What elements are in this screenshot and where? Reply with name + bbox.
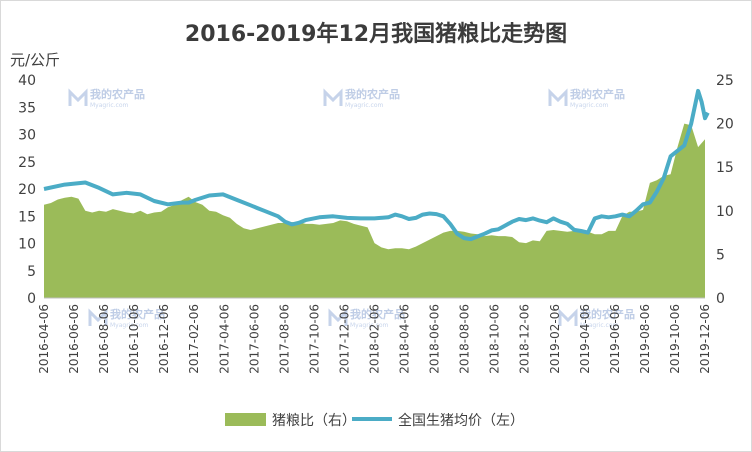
chart-title: 2016-2019年12月我国猪粮比走势图 [184,22,568,47]
right-axis-tick: 10 [716,204,734,220]
left-axis-tick: 35 [18,100,36,116]
watermark-logo-icon [323,88,343,106]
legend-label-line: 全国生猪均价（左） [398,412,524,429]
left-axis-tick: 40 [18,73,36,89]
watermark-logo-icon [558,308,578,326]
x-axis-tick: 2017-06-06 [247,304,261,374]
x-axis-tick: 2018-04-06 [398,304,412,374]
left-axis-tick: 10 [18,237,36,253]
watermark-text: 我的农产品 [580,307,635,321]
x-axis-tick: 2016-10-06 [127,304,141,374]
left-axis-tick: 25 [18,155,36,171]
watermarks: 我的农产品Myagric.com我的农产品Myagric.com我的农产品Mya… [68,87,635,329]
x-axis-tick: 2018-08-06 [458,304,472,374]
watermark-text: 我的农产品 [570,87,625,101]
x-axis-tick: 2018-12-06 [518,304,532,374]
x-axis-tick: 2016-06-06 [67,304,81,374]
watermark-logo-icon [88,308,108,326]
right-axis-tick: 20 [716,117,734,133]
x-axis-tick: 2019-12-06 [698,304,712,374]
legend: 猪粮比（右） 全国生猪均价（左） [225,412,524,429]
watermark-sub: Myagric.com [350,322,389,329]
watermark-text: 我的农产品 [345,87,400,101]
watermark-logo-icon [68,88,88,106]
area-series-pig-grain-ratio [44,123,705,298]
legend-label-area: 猪粮比（右） [272,413,356,429]
right-axis-tick: 5 [716,247,725,263]
x-axis-tick: 2019-02-06 [548,304,562,374]
x-axis-tick: 2018-06-06 [428,304,442,374]
right-axis-tick: 15 [716,160,734,176]
watermark-sub: Myagric.com [570,102,609,109]
left-axis-tick: 0 [27,291,36,307]
left-axis-unit: 元/公斤 [10,51,61,69]
watermark-logo-icon [328,308,348,326]
line-layer [43,88,710,242]
axis-layer: 0 5 10 15 20 25 30 35 40 0 5 10 15 20 25 2016-04-06 2016… [18,73,734,374]
x-axis-tick: 2019-08-06 [638,304,652,374]
x-axis-tick: 2016-12-06 [157,304,171,374]
legend-swatch-area [225,413,266,426]
watermark-text: 我的农产品 [90,87,145,101]
left-axis-tick: 30 [18,128,36,144]
left-axis-tick: 20 [18,182,36,198]
watermark-sub: Myagric.com [580,322,619,329]
area-layer [44,123,705,298]
x-axis-tick: 2017-08-06 [277,304,291,374]
x-axis-tick: 2017-04-06 [217,304,231,374]
watermark-text: 我的农产品 [350,307,405,321]
watermark-sub: Myagric.com [110,322,149,329]
x-axis-tick: 2017-12-06 [338,304,352,374]
x-axis-tick: 2019-10-06 [668,304,682,374]
watermark-sub: Myagric.com [345,102,384,109]
x-axis-tick: 2018-02-06 [368,304,382,374]
x-axis-tick: 2018-10-06 [488,304,502,374]
x-axis-tick: 2017-02-06 [187,304,201,374]
watermark-sub: Myagric.com [90,102,129,109]
x-axis-tick: 2016-04-06 [37,304,51,374]
line-series-hog-price [43,88,710,242]
left-axis-tick: 5 [27,264,36,280]
x-axis-tick: 2019-04-06 [578,304,592,374]
right-axis-tick: 0 [716,291,725,307]
right-axis-tick: 25 [716,73,734,89]
x-axis-tick: 2017-10-06 [307,304,321,374]
x-axis-tick: 2019-06-06 [608,304,622,374]
watermark-logo-icon [548,88,568,106]
left-axis-tick: 15 [18,209,36,225]
x-axis-tick: 2016-08-06 [97,304,111,374]
watermark-text: 我的农产品 [110,307,165,321]
